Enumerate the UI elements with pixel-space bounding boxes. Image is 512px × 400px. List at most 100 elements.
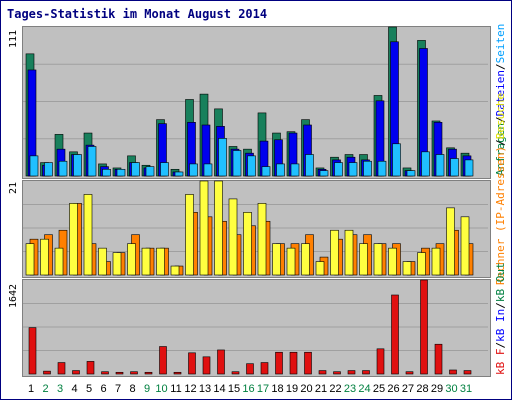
bar-visits-besuche-15 [228, 198, 238, 276]
bar-requests-seiten-28 [421, 151, 430, 177]
bar-kb-kb-28 [420, 279, 428, 375]
bar-requests-seiten-25 [377, 160, 387, 177]
bar-requests-seiten-22 [334, 162, 343, 177]
bar-visits-besuche-27 [402, 261, 412, 276]
bar-kb-kb-3 [57, 362, 66, 375]
bar-requests-seiten-14 [218, 138, 227, 177]
x-tick-label: 11 [170, 383, 182, 395]
bar-visits-besuche-4 [69, 203, 78, 276]
bar-visits-besuche-19 [286, 247, 296, 276]
bar-visits-besuche-1 [25, 243, 35, 276]
bar-requests-seiten-15 [232, 150, 242, 177]
bar-kb-kb-15 [231, 371, 240, 375]
x-tick-label: 31 [459, 383, 473, 395]
bar-visits-besuche-16 [243, 212, 252, 276]
x-tick-label: 16 [242, 383, 255, 395]
x-tick-label: 18 [271, 383, 284, 395]
requests-panel [22, 26, 491, 179]
bar-kb-kb-24 [362, 370, 370, 375]
bar-requests-seiten-27 [406, 170, 416, 177]
bar-visits-besuche-31 [460, 216, 470, 276]
x-tick-label: 8 [129, 383, 136, 395]
bar-visits-besuche-9 [141, 247, 151, 276]
bar-kb-kb-11 [173, 371, 182, 375]
bar-kb-kb-19 [289, 351, 298, 375]
bar-kb-kb-20 [304, 351, 312, 375]
x-tick-label: 29 [430, 383, 444, 395]
bar-requests-seiten-2 [44, 162, 53, 177]
bar-requests-seiten-29 [435, 154, 445, 177]
x-tick-label: 27 [401, 383, 415, 395]
x-tick-label: 9 [143, 383, 151, 395]
bar-requests-seiten-3 [58, 160, 68, 177]
bar-visits-besuche-5 [83, 194, 93, 276]
x-tick-label: 20 [300, 383, 313, 395]
bar-kb-kb-31 [463, 370, 472, 375]
x-tick-label: 30 [445, 383, 458, 395]
bar-kb-kb-1 [28, 327, 37, 375]
bar-kb-kb-5 [86, 361, 95, 375]
bar-visits-besuche-7 [112, 252, 122, 276]
x-tick-label: 26 [387, 383, 400, 395]
bar-visits-besuche-8 [127, 243, 136, 276]
bar-kb-kb-21 [318, 370, 327, 375]
chart-title: Tages-Statistik im Monat August 2014 [7, 7, 268, 21]
bar-requests-seiten-4 [73, 154, 82, 177]
bar-requests-seiten-8 [131, 162, 140, 177]
x-tick-label: 7 [114, 383, 122, 395]
bar-kb-kb-9 [144, 371, 153, 375]
bar-visits-besuche-6 [98, 247, 107, 276]
bar-kb-kb-18 [275, 351, 283, 375]
bar-requests-seiten-7 [116, 168, 126, 177]
bar-visits-besuche-29 [431, 247, 441, 276]
bar-visits-besuche-24 [359, 243, 368, 276]
bar-kb-kb-12 [188, 352, 196, 375]
x-tick-label: 25 [372, 383, 386, 395]
bar-requests-seiten-10 [160, 162, 169, 177]
bar-requests-seiten-20 [305, 154, 314, 177]
bar-requests-seiten-30 [450, 158, 459, 177]
bar-requests-seiten-6 [102, 168, 111, 177]
x-tick-label: 23 [343, 383, 357, 395]
bar-kb-kb-17 [260, 362, 269, 375]
x-tick-label: 15 [227, 383, 241, 395]
bar-visits-besuche-3 [54, 247, 64, 276]
bar-requests-seiten-31 [464, 159, 474, 177]
bar-requests-seiten-21 [319, 170, 329, 177]
x-tick-label: 4 [71, 383, 78, 395]
bar-kb-kb-7 [115, 371, 124, 375]
bar-kb-kb-23 [347, 370, 356, 375]
x-tick-label: 1 [27, 383, 35, 395]
bar-visits-besuche-23 [344, 229, 354, 276]
bar-requests-seiten-12 [189, 163, 198, 177]
x-tick-label: 12 [184, 383, 197, 395]
bar-requests-seiten-17 [261, 166, 271, 177]
kb-panel [22, 279, 491, 377]
bar-kb-kb-30 [449, 369, 457, 375]
bar-requests-seiten-16 [247, 155, 256, 177]
x-tick-label: 10 [155, 383, 168, 395]
bar-kb-kb-25 [376, 348, 385, 375]
x-tick-label: 2 [42, 383, 49, 395]
bar-requests-seiten-1 [29, 155, 39, 177]
bar-kb-kb-8 [130, 371, 138, 375]
x-tick-label: 5 [85, 383, 93, 395]
bar-visits-besuche-11 [170, 265, 180, 276]
bar-kb-kb-26 [391, 294, 399, 375]
x-tick-label: 14 [213, 383, 226, 395]
x-tick-label: 17 [256, 383, 270, 395]
bar-visits-besuche-18 [272, 243, 281, 276]
bar-kb-kb-13 [202, 356, 211, 375]
bar-visits-besuche-28 [417, 252, 426, 276]
bar-visits-besuche-26 [388, 247, 397, 276]
bar-visits-besuche-10 [156, 247, 165, 276]
bar-visits-besuche-17 [257, 203, 267, 276]
x-tick-label: 13 [198, 383, 212, 395]
bar-kb-kb-2 [43, 370, 51, 375]
bar-kb-kb-29 [434, 343, 443, 375]
bar-visits-besuche-14 [214, 180, 223, 276]
bar-visits-besuche-30 [446, 207, 455, 276]
bar-kb-kb-6 [101, 371, 109, 375]
x-tick-label: 21 [314, 383, 328, 395]
